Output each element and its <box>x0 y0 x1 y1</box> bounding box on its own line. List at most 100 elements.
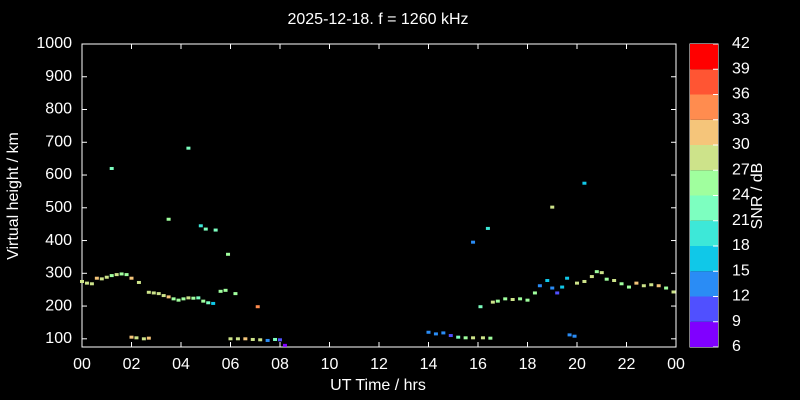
y-tick-label: 400 <box>45 232 72 249</box>
x-tick-label: 00 <box>73 356 91 373</box>
data-point <box>560 285 565 289</box>
data-point <box>171 297 176 301</box>
data-point <box>589 275 594 279</box>
data-point <box>109 166 114 170</box>
data-point <box>604 277 609 281</box>
x-tick-label: 10 <box>321 356 339 373</box>
data-point <box>518 297 523 301</box>
data-point <box>243 337 248 341</box>
data-point <box>89 282 94 286</box>
data-point <box>94 276 99 280</box>
data-point <box>161 294 166 298</box>
data-point <box>510 298 515 302</box>
data-point <box>228 337 233 341</box>
colorbar-tick-label: 36 <box>732 86 750 103</box>
x-tick-label: 22 <box>618 356 636 373</box>
colorbar-tick-label: 6 <box>732 338 741 355</box>
data-point <box>532 291 537 295</box>
colorbar-tick-label: 24 <box>732 187 750 204</box>
y-tick-label: 500 <box>45 199 72 216</box>
colorbar-band <box>690 271 718 297</box>
data-point <box>134 336 139 340</box>
data-point <box>456 335 461 339</box>
data-point <box>656 284 661 288</box>
colorbar-band <box>690 44 718 70</box>
data-point <box>129 276 134 280</box>
data-point <box>495 299 500 303</box>
data-point <box>203 227 208 231</box>
data-point <box>550 205 555 209</box>
data-point <box>641 284 646 288</box>
data-point <box>612 279 617 283</box>
x-axis-label: UT Time / hrs <box>330 377 426 394</box>
data-point <box>191 296 196 300</box>
data-point <box>166 217 171 221</box>
data-point <box>146 336 151 340</box>
data-point <box>109 274 114 278</box>
data-point <box>480 336 485 340</box>
data-point <box>594 270 599 274</box>
data-point <box>626 285 631 289</box>
data-point <box>525 298 530 302</box>
colorbar-tick-label: 27 <box>732 161 750 178</box>
data-point <box>176 298 181 302</box>
y-tick-label: 800 <box>45 101 72 118</box>
data-point <box>634 281 639 285</box>
data-point <box>537 284 542 288</box>
colorbar-tick-label: 21 <box>732 212 750 229</box>
data-point <box>671 290 676 294</box>
y-tick-label: 1000 <box>36 35 72 52</box>
data-point <box>151 291 156 295</box>
data-point <box>273 337 278 341</box>
data-point <box>649 283 654 287</box>
colorbar-band <box>690 69 718 95</box>
colorbar-band <box>690 296 718 322</box>
data-point <box>448 334 453 338</box>
colorbar-tick-label: 33 <box>732 111 750 128</box>
chart-title: 2025-12-18. f = 1260 kHz <box>287 11 468 28</box>
data-point <box>124 273 129 277</box>
data-point <box>255 305 260 309</box>
data-point <box>166 295 171 299</box>
x-tick-label: 12 <box>370 356 388 373</box>
colorbar-tick-label: 15 <box>732 262 750 279</box>
x-tick-label: 02 <box>123 356 141 373</box>
y-tick-label: 600 <box>45 166 72 183</box>
data-point <box>278 338 282 342</box>
y-tick-label: 900 <box>45 68 72 85</box>
colorbar-band <box>690 220 718 246</box>
data-point <box>265 338 270 342</box>
data-point <box>490 300 495 304</box>
colorbar-tick-label: 30 <box>732 136 750 153</box>
data-point <box>463 336 468 340</box>
x-tick-label: 06 <box>222 356 240 373</box>
colorbar-tick-label: 42 <box>732 35 750 52</box>
data-point <box>104 275 109 279</box>
data-point <box>250 337 255 341</box>
data-point <box>567 333 572 337</box>
data-point <box>146 290 151 294</box>
data-point <box>235 337 240 341</box>
colorbar-band <box>690 94 718 120</box>
data-point <box>186 296 191 300</box>
data-point <box>582 279 587 283</box>
data-point <box>575 281 579 285</box>
data-point <box>99 277 104 281</box>
y-tick-label: 300 <box>45 265 72 282</box>
y-tick-label: 100 <box>45 330 72 347</box>
colorbar-band <box>690 170 718 196</box>
data-point <box>471 240 476 244</box>
data-point <box>426 330 431 334</box>
data-point <box>119 272 124 276</box>
data-point <box>233 292 238 296</box>
x-tick-label: 08 <box>271 356 289 373</box>
data-point <box>599 271 604 275</box>
data-point <box>565 276 570 280</box>
data-point <box>550 286 555 290</box>
data-point <box>555 291 560 295</box>
data-point <box>664 286 669 290</box>
data-point <box>80 279 84 283</box>
data-point <box>201 299 206 303</box>
x-tick-label: 00 <box>667 356 685 373</box>
